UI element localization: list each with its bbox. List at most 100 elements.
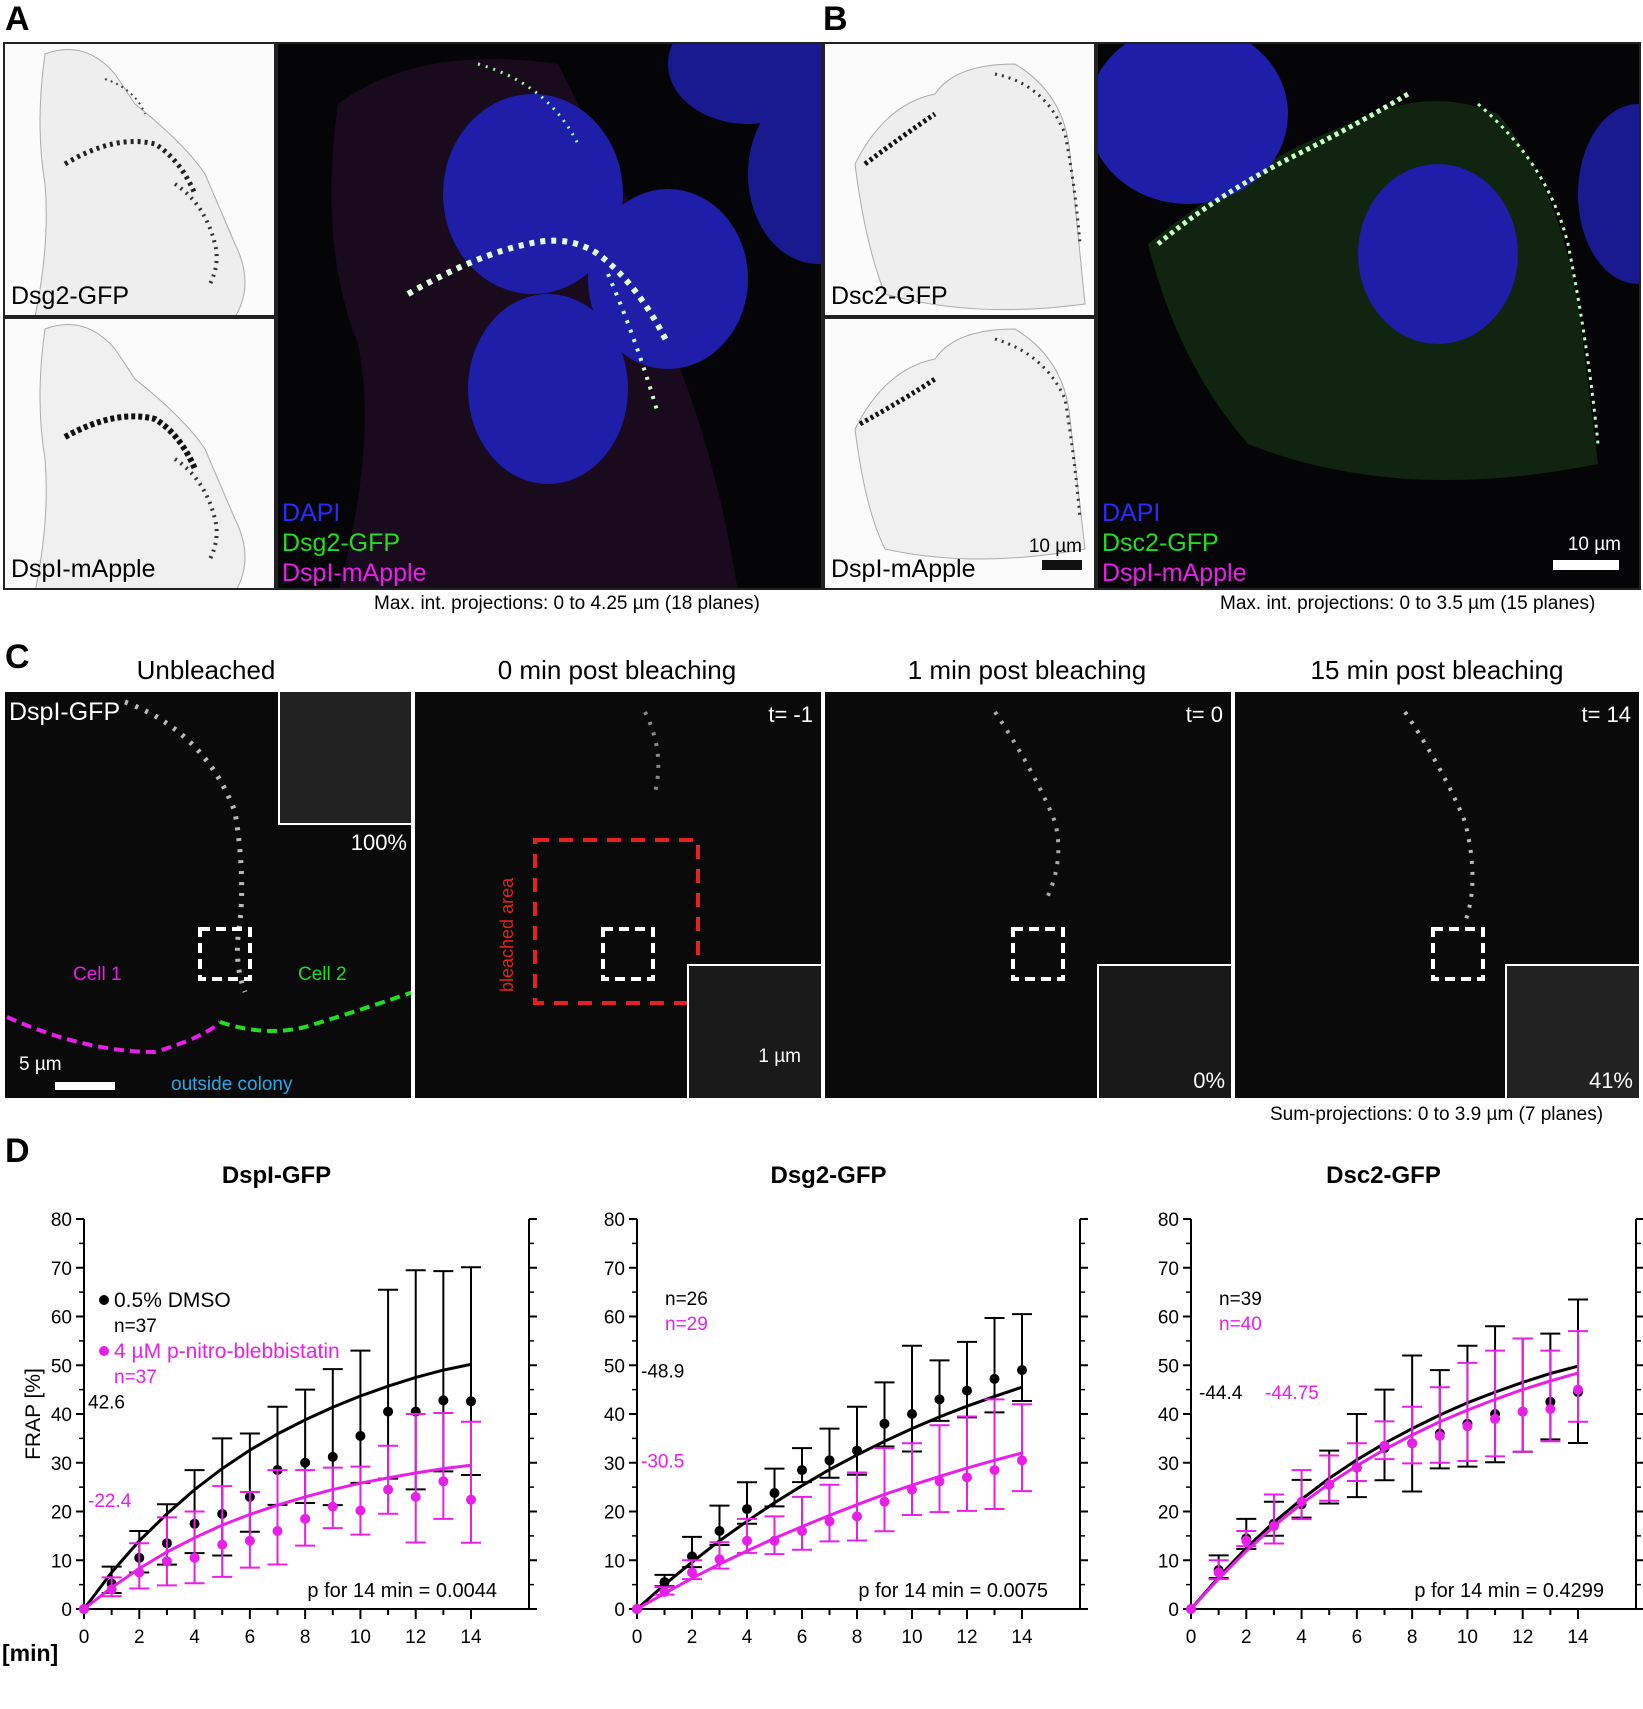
panel-letter-b: B bbox=[823, 0, 848, 38]
channel-label: DspI-GFP bbox=[9, 698, 121, 726]
panel-letter-d: D bbox=[5, 1132, 30, 1170]
data-point bbox=[962, 1385, 972, 1396]
y-tick-label: 70 bbox=[604, 1259, 625, 1280]
dsg2-gfp-label: Dsg2-GFP bbox=[11, 282, 130, 310]
y-tick-label: 0 bbox=[614, 1600, 625, 1621]
panel-b-merged-image: DAPI Dsc2-GFP DspI-mApple 10 µm bbox=[1096, 42, 1641, 590]
data-point bbox=[327, 1451, 338, 1462]
y-tick-label: 30 bbox=[51, 1454, 72, 1475]
x-tick-label: 6 bbox=[245, 1627, 256, 1648]
y-tick-label: 40 bbox=[51, 1405, 72, 1426]
data-point bbox=[769, 1535, 780, 1546]
y-tick-label: 70 bbox=[1158, 1259, 1179, 1280]
data-point bbox=[632, 1604, 642, 1614]
y-tick-label: 60 bbox=[604, 1308, 625, 1329]
legend-dapi-b: DAPI bbox=[1102, 499, 1161, 527]
fit-curve bbox=[636, 1385, 1023, 1611]
y-tick-label: 60 bbox=[51, 1308, 72, 1329]
legend-dmso: 0.5% DMSO bbox=[114, 1289, 231, 1312]
data-point bbox=[687, 1551, 697, 1562]
scale-bar-b-large bbox=[1553, 560, 1619, 570]
percent-1min: 0% bbox=[1193, 1068, 1225, 1093]
scale-label-5um: 5 µm bbox=[19, 1054, 62, 1075]
data-point bbox=[1241, 1535, 1252, 1546]
inset-0min bbox=[687, 964, 821, 1098]
data-point bbox=[879, 1496, 890, 1507]
data-point bbox=[272, 1526, 283, 1536]
time-0min: t= -1 bbox=[768, 702, 813, 727]
legend-marker-blebb bbox=[99, 1346, 109, 1356]
data-point bbox=[355, 1430, 366, 1441]
percent-unbleached: 100% bbox=[350, 830, 407, 855]
dsc2-gfp-grayscale-image: Dsc2-GFP bbox=[823, 42, 1096, 317]
frame-1min: t= 0 0% bbox=[823, 690, 1233, 1100]
dspi-mapple-label-b: DspI-mApple bbox=[831, 555, 976, 583]
x-tick-label: 4 bbox=[189, 1627, 200, 1648]
fit-curve bbox=[82, 1362, 472, 1610]
y-tick-label: 20 bbox=[1158, 1503, 1179, 1524]
data-point bbox=[659, 1586, 670, 1597]
legend-mapple-a: DspI-mApple bbox=[282, 559, 427, 587]
data-point bbox=[1017, 1365, 1027, 1376]
legend-gfp-b: Dsc2-GFP bbox=[1102, 529, 1219, 557]
data-point bbox=[659, 1577, 670, 1588]
legend-n-2: n=40 bbox=[1219, 1314, 1262, 1335]
x-tick-label: 14 bbox=[1011, 1627, 1033, 1648]
condition-unbleached: Unbleached bbox=[136, 655, 276, 685]
x-tick-label: 4 bbox=[742, 1627, 753, 1648]
y-tick-label: 60 bbox=[1158, 1308, 1179, 1329]
data-point bbox=[189, 1552, 200, 1563]
x-tick-label: 4 bbox=[1296, 1627, 1307, 1648]
legend-dapi-a: DAPI bbox=[282, 499, 341, 527]
percent-15min: 41% bbox=[1588, 1068, 1633, 1093]
x-tick-label: 2 bbox=[134, 1627, 145, 1648]
legend-blebb: 4 µM p-nitro-blebbistatin bbox=[114, 1340, 340, 1363]
y-tick-label: 80 bbox=[51, 1210, 72, 1231]
legend-n-2: n=29 bbox=[665, 1314, 708, 1335]
data-point bbox=[714, 1526, 725, 1536]
frame-drawing bbox=[6, 699, 411, 1090]
data-point bbox=[1379, 1440, 1390, 1451]
chart-title: Dsg2-GFP bbox=[770, 1162, 886, 1189]
condition-1min: 1 min post bleaching bbox=[907, 655, 1147, 685]
frame-drawing bbox=[1403, 710, 1485, 981]
data-point bbox=[934, 1476, 945, 1487]
y-tick-label: 40 bbox=[604, 1405, 625, 1426]
scale-label-b-small: 10 µm bbox=[1028, 536, 1082, 557]
data-point bbox=[797, 1526, 807, 1536]
data-point bbox=[1517, 1406, 1528, 1417]
data-point bbox=[383, 1406, 394, 1417]
data-point bbox=[1296, 1496, 1307, 1507]
time-15min: t= 14 bbox=[1581, 702, 1631, 727]
x-tick-label: 10 bbox=[901, 1627, 922, 1648]
scale-bar-b-small bbox=[1042, 560, 1082, 570]
y-tick-label: 10 bbox=[1158, 1551, 1179, 1572]
plateau-label: -48.9 bbox=[641, 1362, 684, 1383]
p-value-annotation: p for 14 min = 0.0044 bbox=[307, 1580, 497, 1602]
frame-0min: t= -1 bleached area 1 µm bbox=[413, 690, 823, 1100]
frame-drawing bbox=[993, 710, 1065, 981]
scale-label-b-large: 10 µm bbox=[1567, 534, 1621, 555]
data-point bbox=[1573, 1384, 1583, 1395]
fit-curve bbox=[636, 1451, 1023, 1611]
condition-15min: 15 min post bleaching bbox=[1310, 655, 1564, 685]
legend-gfp-a: Dsg2-GFP bbox=[282, 529, 401, 557]
x-tick-label: 0 bbox=[79, 1627, 90, 1648]
time-1min: t= 0 bbox=[1185, 702, 1223, 727]
plateau-label: 42.6 bbox=[88, 1392, 125, 1413]
data-point bbox=[1268, 1521, 1279, 1532]
data-point bbox=[824, 1516, 835, 1527]
y-tick-label: 80 bbox=[1158, 1210, 1179, 1231]
y-tick-label: 10 bbox=[51, 1551, 72, 1572]
x-tick-label: 14 bbox=[1567, 1627, 1589, 1648]
data-point bbox=[327, 1501, 338, 1512]
y-tick-label: 30 bbox=[1158, 1454, 1179, 1475]
data-point bbox=[466, 1396, 476, 1407]
y-tick-label: 50 bbox=[1158, 1356, 1179, 1377]
y-tick-label: 30 bbox=[604, 1454, 625, 1475]
x-tick-label: 6 bbox=[797, 1627, 808, 1648]
condition-0min: 0 min post bleaching bbox=[497, 655, 737, 685]
data-point bbox=[1186, 1604, 1196, 1614]
legend-marker-dmso bbox=[99, 1295, 109, 1305]
